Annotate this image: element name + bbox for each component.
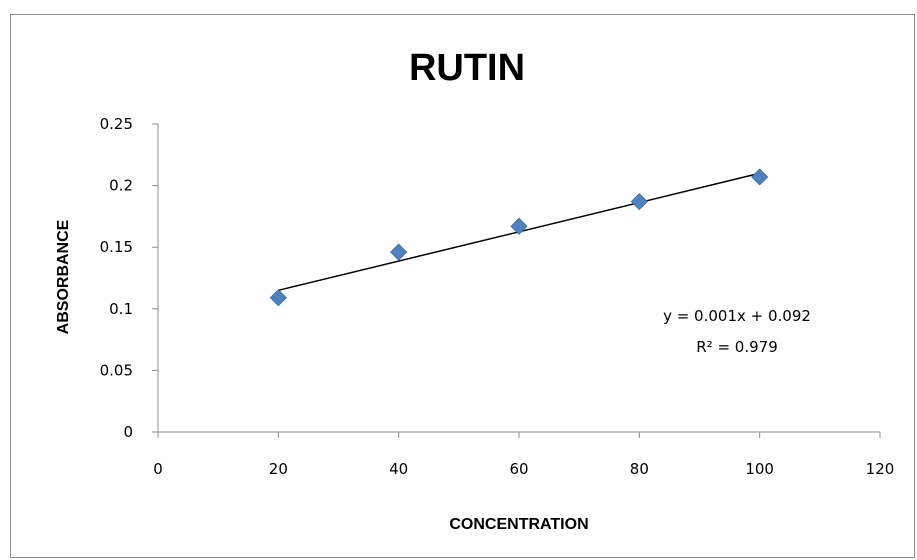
axes (152, 123, 881, 438)
y-tick-label: 0.1 (109, 300, 133, 318)
y-axis-label: ABSORBANCE (55, 219, 72, 334)
x-tick-label: 100 (745, 460, 774, 478)
data-point (510, 217, 528, 235)
data-point (269, 289, 287, 307)
trendline-r-squared: R² = 0.979 (696, 338, 777, 356)
y-tick-label: 0 (123, 423, 133, 441)
x-tick-label: 0 (153, 460, 163, 478)
x-tick-label: 40 (389, 460, 408, 478)
trendline-equation: y = 0.001x + 0.092 (663, 307, 811, 325)
x-tick-label: 120 (866, 460, 895, 478)
data-point (630, 193, 648, 211)
chart-frame (10, 14, 915, 558)
data-points (269, 168, 769, 307)
x-tick-label: 60 (509, 460, 528, 478)
x-tick-label: 20 (269, 460, 288, 478)
data-point (751, 168, 769, 186)
y-tick-label: 0.15 (100, 238, 133, 256)
x-axis-label: CONCENTRATION (449, 516, 588, 533)
y-tick-label: 0.25 (100, 115, 133, 133)
y-tick-label: 0.05 (100, 361, 133, 379)
x-tick-label: 80 (630, 460, 649, 478)
y-tick-label: 0.2 (109, 177, 133, 195)
tick-labels: 0 20 40 60 80 100 120 0 0.05 0.1 0.15 0.2 0.25 (100, 115, 895, 478)
chart-title: RUTIN (409, 47, 525, 89)
data-point (390, 243, 408, 261)
